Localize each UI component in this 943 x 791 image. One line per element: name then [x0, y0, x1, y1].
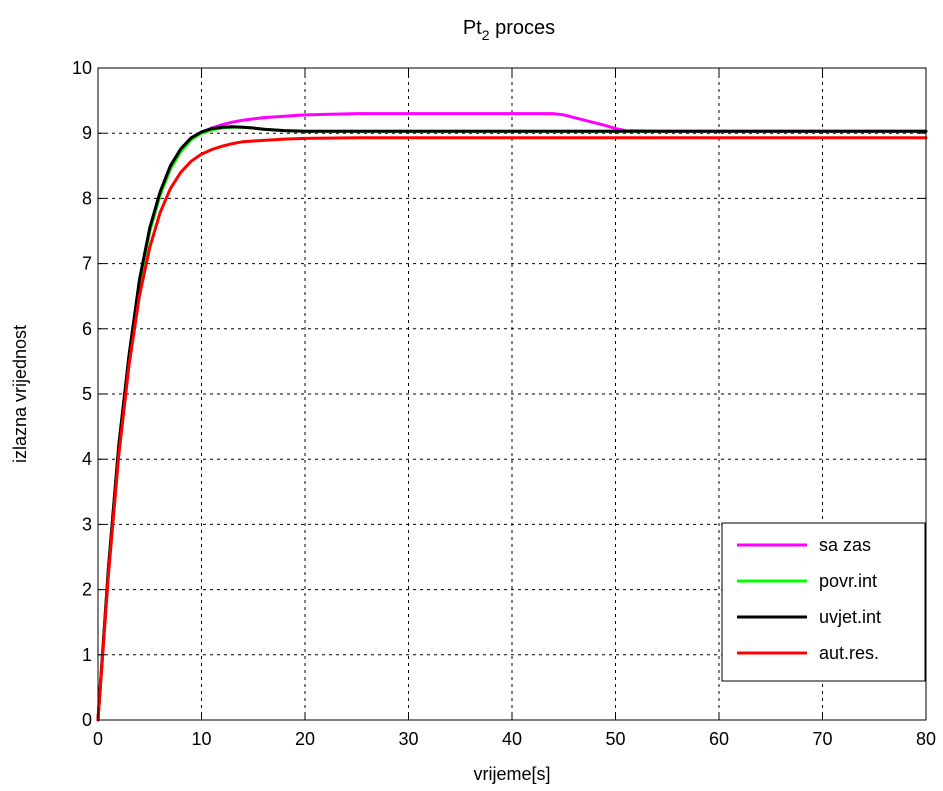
series-line-uvjet-int	[96, 125, 928, 722]
x-tick-label: 20	[295, 729, 315, 749]
y-tick-label: 10	[72, 58, 92, 78]
y-tick-label: 7	[82, 254, 92, 274]
x-tick-label: 40	[502, 729, 522, 749]
y-tick-label: 2	[82, 580, 92, 600]
chart-title-subscript: 2	[482, 27, 490, 43]
y-tick-label: 6	[82, 319, 92, 339]
x-tick-label: 30	[398, 729, 418, 749]
x-tick-label: 0	[93, 729, 103, 749]
y-tick-label: 3	[82, 514, 92, 534]
chart-title-rest: proces	[490, 17, 556, 39]
series-layer	[96, 112, 928, 722]
series-line-aut-res	[96, 136, 928, 722]
legend-box	[721, 522, 926, 682]
ticks	[97, 67, 927, 721]
chart-title: Pt2 proces	[463, 17, 555, 43]
chart-title-main: Pt	[463, 17, 482, 39]
y-tick-label: 1	[82, 645, 92, 665]
legend: sa zas povr.int uvjet.int aut.res.	[721, 522, 926, 682]
tick-labels: 0 10 20 30 40 50 60 70 80 0 1 2 3 4 5 6 7 8 9 10	[72, 58, 936, 749]
x-tick-label: 50	[605, 729, 625, 749]
y-tick-label: 8	[82, 188, 92, 208]
legend-label: sa zas	[819, 535, 871, 555]
y-tick-label: 4	[82, 449, 92, 469]
x-tick-label: 70	[812, 729, 832, 749]
x-tick-label: 10	[191, 729, 211, 749]
y-tick-label: 5	[82, 384, 92, 404]
legend-label: povr.int	[819, 571, 877, 591]
y-tick-label: 0	[82, 710, 92, 730]
x-axis-label: vrijeme[s]	[473, 764, 550, 784]
grid	[98, 68, 926, 720]
x-tick-label: 60	[709, 729, 729, 749]
y-tick-label: 9	[82, 123, 92, 143]
y-axis-label: izlazna vrijednost	[10, 325, 30, 463]
legend-label: aut.res.	[819, 643, 879, 663]
legend-label: uvjet.int	[819, 607, 881, 627]
x-tick-label: 80	[916, 729, 936, 749]
